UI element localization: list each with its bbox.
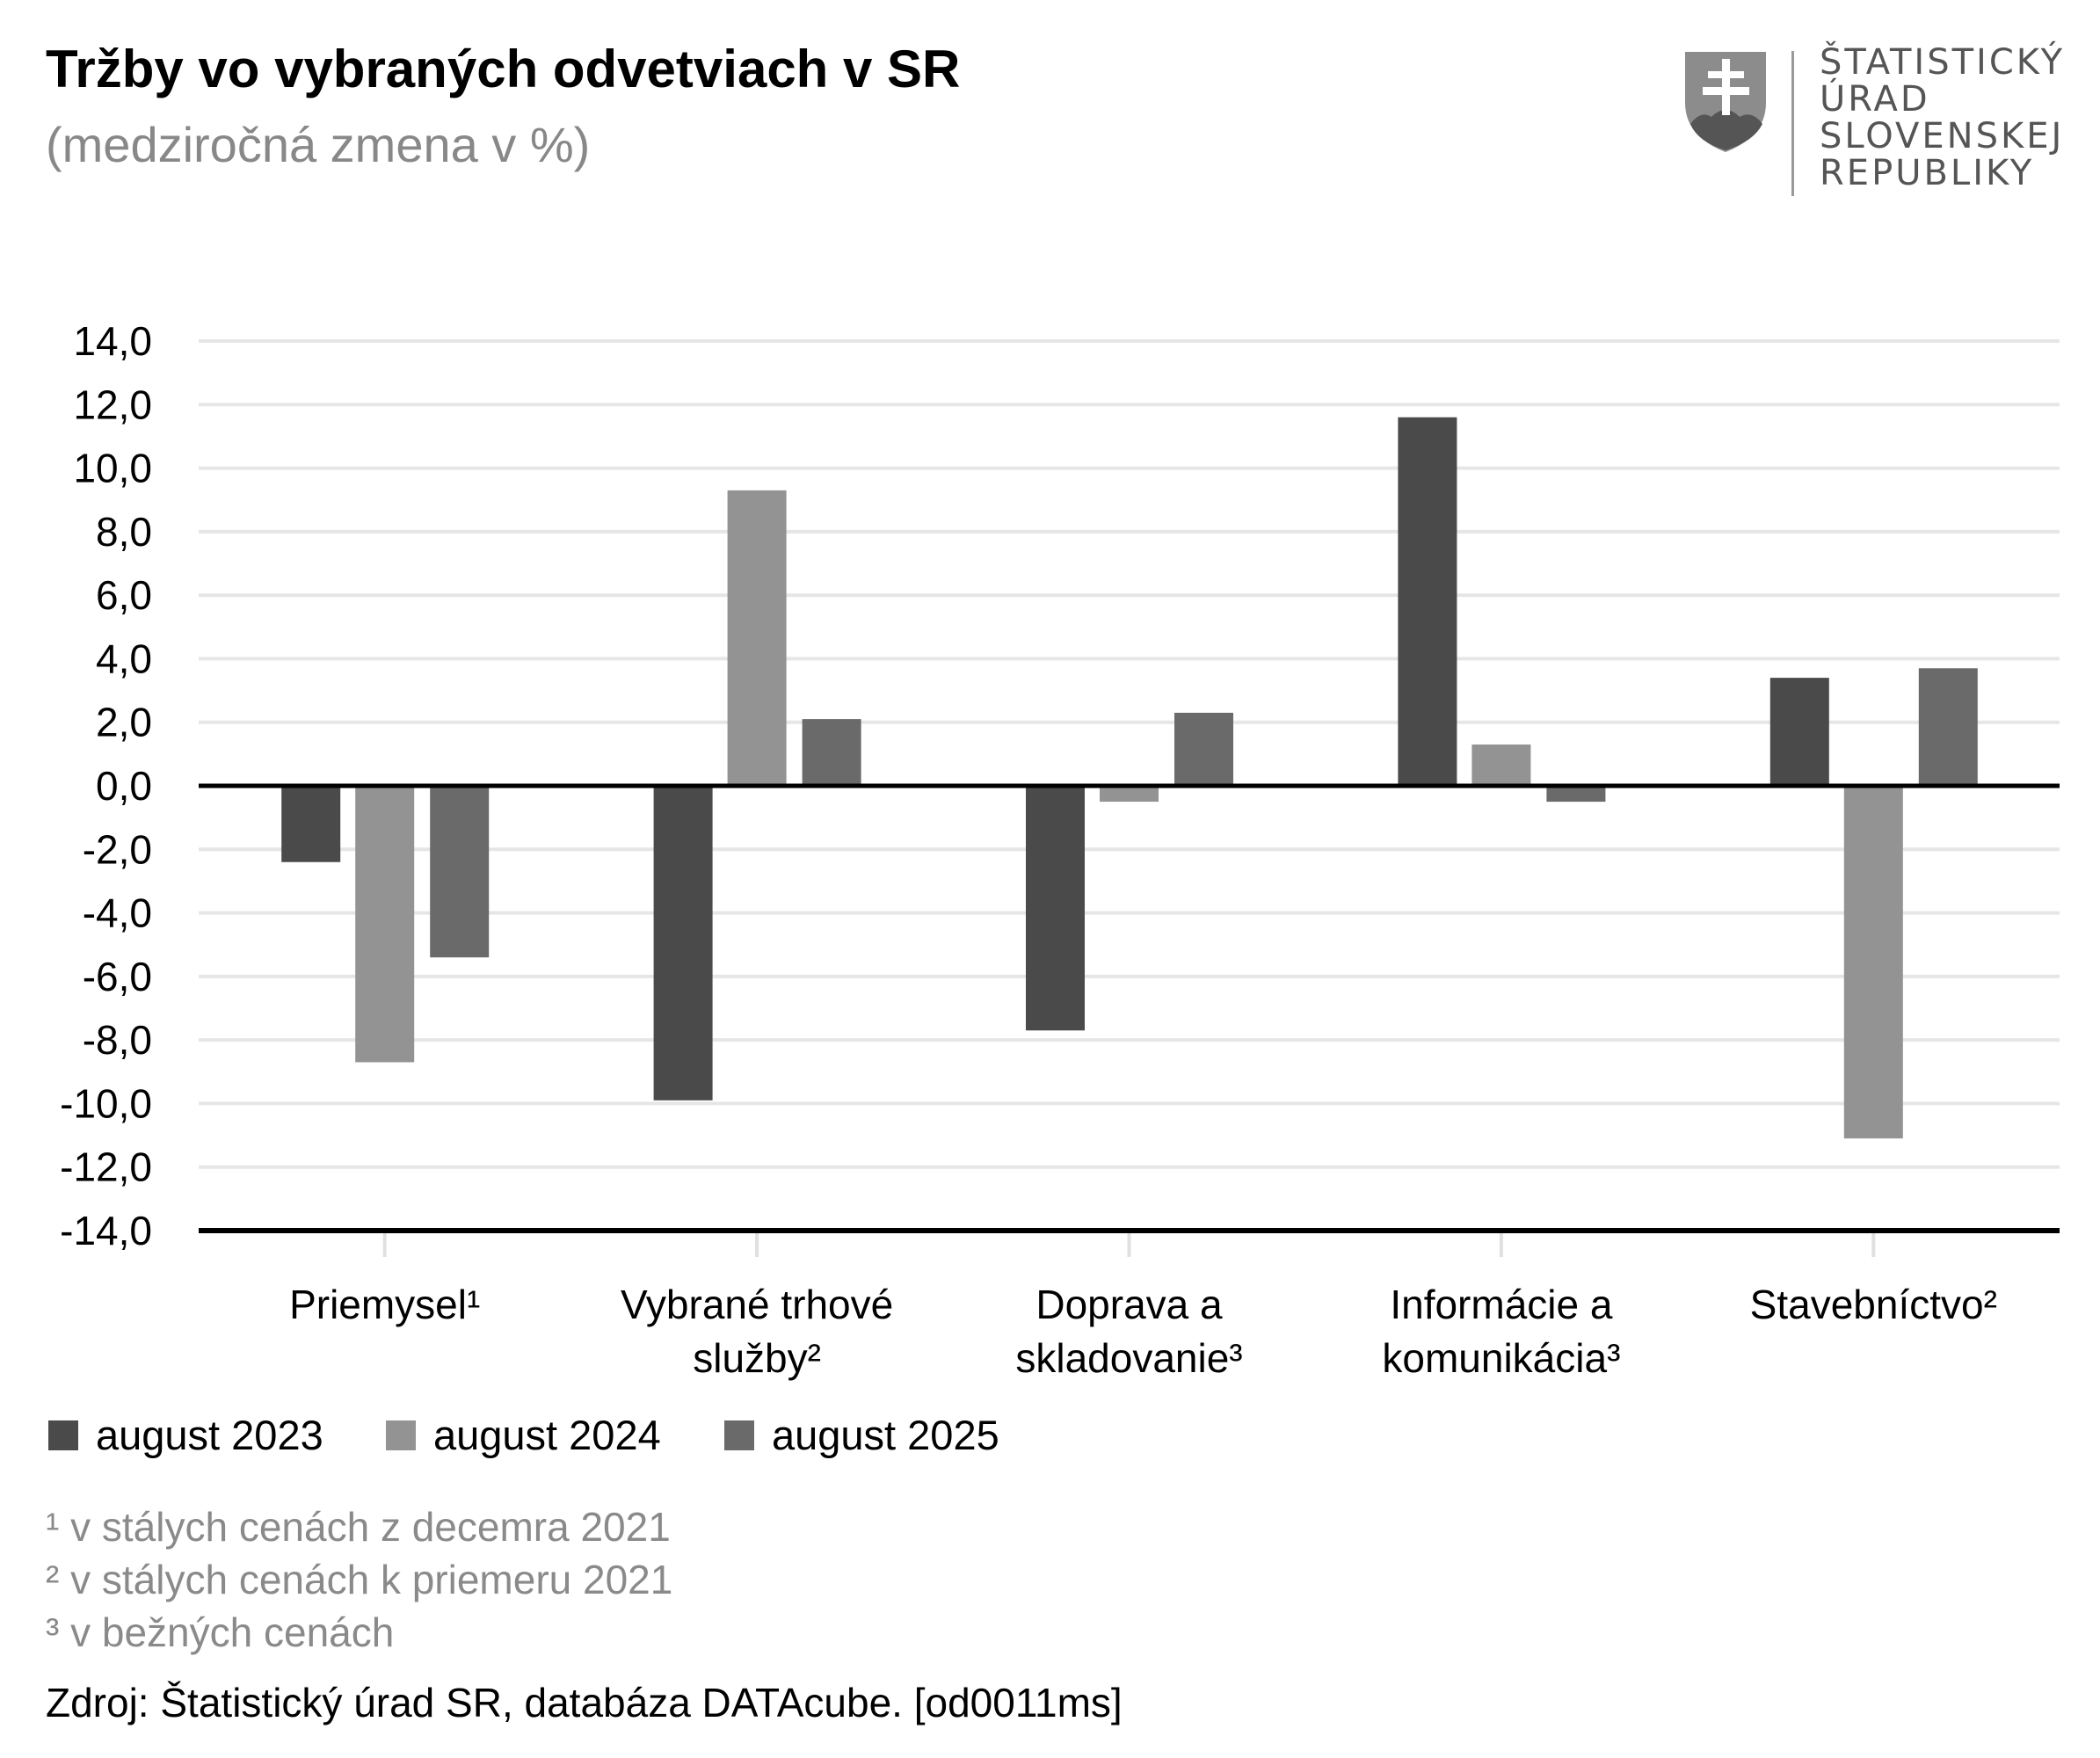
legend-swatch [386,1420,416,1450]
logo-text-line: ÚRAD [1820,79,1930,120]
x-category-label: Informácie a [1390,1282,1613,1327]
logo-text-line: REPUBLIKY [1820,153,2035,193]
bar-august-2025 [1546,786,1606,803]
x-category-label: komunikácia³ [1382,1335,1620,1381]
y-tick-label: 0,0 [96,763,152,809]
logo-text-line: ŠTATISTICKÝ [1820,42,2065,83]
chart-subtitle: (medziročná zmena v %) [46,117,591,172]
footnote: ³ v bežných cenách [46,1609,395,1655]
x-category-label: Doprava a [1035,1282,1223,1327]
logo-divider [1791,51,1794,196]
y-tick-label: 10,0 [73,446,152,491]
y-tick-label: 6,0 [96,572,152,618]
bar-august-2024 [1843,786,1903,1139]
bar-august-2023 [1026,786,1085,1031]
logo-text-line: SLOVENSKEJ [1820,116,2065,156]
bar-august-2024 [355,786,415,1063]
y-tick-label: 8,0 [96,509,152,555]
y-tick-label: -12,0 [60,1144,152,1190]
legend-item-2025: august 2025 [724,1411,999,1459]
chart-title: Tržby vo vybraných odvetviach v SR [46,40,961,98]
y-tick-label: 2,0 [96,700,152,745]
bar-chart: 14,0 12,0 10,0 8,0 6,0 4,0 2,0 0,0 -2,0 -4,0 -6,0 -… [60,318,2060,1381]
y-tick-label: 14,0 [73,318,152,364]
x-category-label: Vybrané trhové [621,1282,893,1327]
bar-august-2025 [1174,712,1233,786]
y-tick-label: -10,0 [60,1080,152,1126]
legend-item-2024: august 2024 [386,1411,661,1459]
slovak-coat-of-arms-icon [1685,52,1766,152]
logo [1683,48,2053,198]
bar-august-2025 [802,719,861,786]
x-category-label: Priemysel¹ [289,1282,480,1327]
source-note: Zdroj: Štatistický úrad SR, databáza DAT… [46,1680,1123,1725]
y-tick-label: -4,0 [83,890,152,936]
bar-august-2023 [653,786,713,1101]
legend-label: august 2024 [433,1412,661,1458]
bar-august-2024 [1100,786,1159,803]
bar-august-2023 [1769,678,1829,786]
legend-label: august 2023 [96,1412,323,1458]
bar-august-2024 [727,490,787,786]
y-tick-label: -8,0 [83,1017,152,1063]
bar-august-2025 [430,786,490,958]
y-tick-label: 12,0 [73,381,152,427]
bar-august-2024 [1471,745,1531,786]
footnote: ² v stálych cenách k priemeru 2021 [46,1557,673,1602]
x-category-label: Stavebníctvo² [1750,1282,1997,1327]
legend-swatch [724,1420,754,1450]
x-category-label: služby² [693,1335,821,1381]
bar-august-2023 [281,786,341,862]
legend-swatch [48,1420,78,1450]
y-tick-label: -14,0 [60,1208,152,1253]
y-tick-label: 4,0 [96,636,152,681]
y-tick-label: -6,0 [83,954,152,999]
legend-label: august 2025 [772,1412,999,1458]
bar-august-2023 [1398,417,1457,786]
bar-august-2025 [1918,668,1978,786]
legend-item-2023: august 2023 [48,1411,323,1459]
footnote: ¹ v stálych cenách z decemra 2021 [46,1504,671,1550]
y-tick-label: -2,0 [83,826,152,872]
x-category-label: skladovanie³ [1015,1335,1242,1381]
